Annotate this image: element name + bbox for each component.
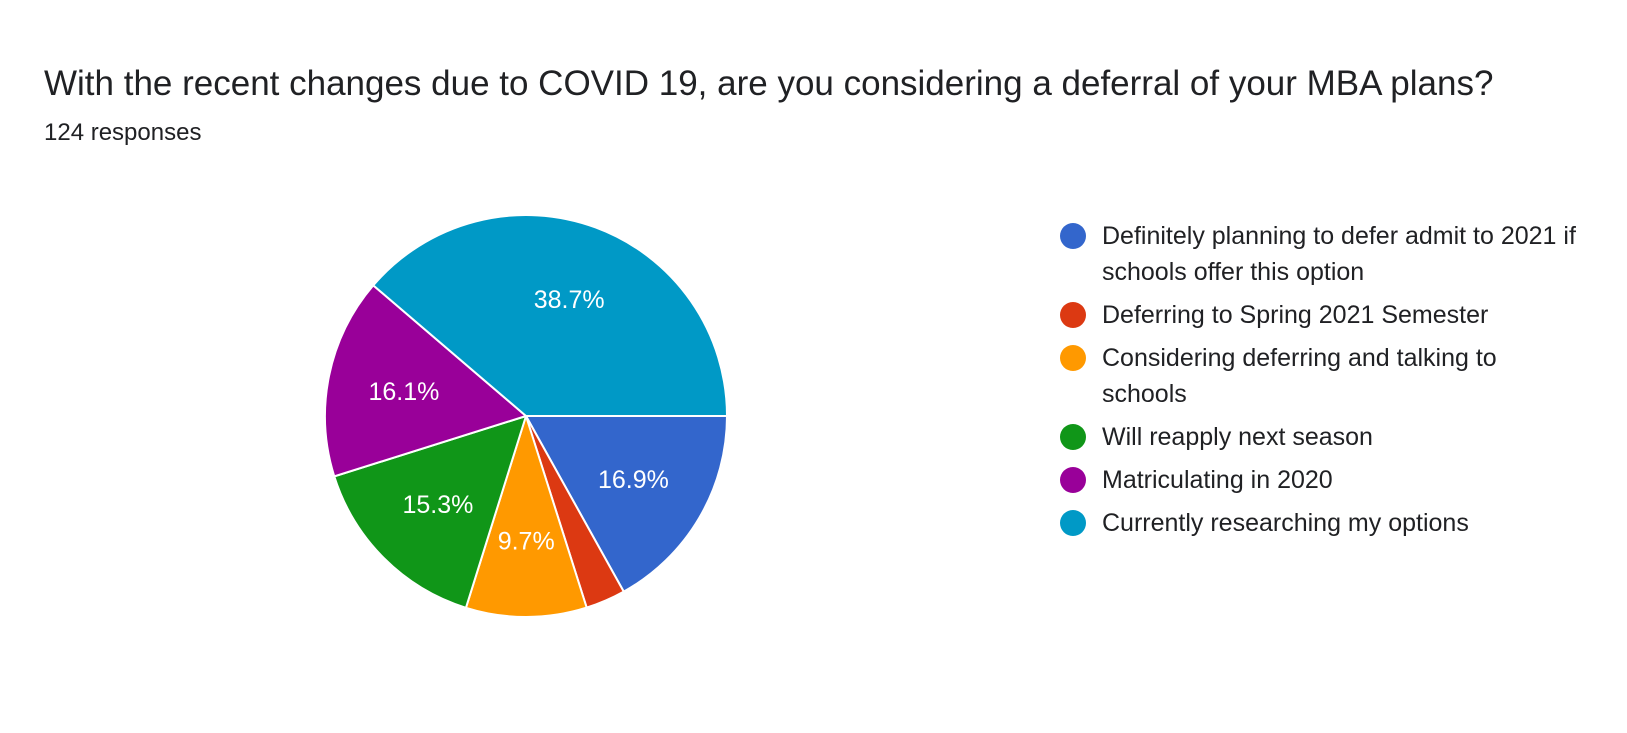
pie-labels: 16.9% 9.7% 15.3% 16.1% 38.7% xyxy=(368,286,668,556)
legend-swatch-icon xyxy=(1060,302,1086,328)
chart-title: With the recent changes due to COVID 19,… xyxy=(44,64,1494,103)
pie-slice-3[interactable] xyxy=(333,414,528,610)
legend-swatch-icon xyxy=(1060,223,1086,249)
legend: Definitely planning to defer admit to 20… xyxy=(1060,218,1580,548)
legend-item-1[interactable]: Deferring to Spring 2021 Semester xyxy=(1060,297,1580,333)
legend-swatch-icon xyxy=(1060,345,1086,371)
legend-label: Currently researching my options xyxy=(1102,509,1469,537)
pie-slice-2[interactable] xyxy=(464,412,588,618)
legend-label: Definitely planning to defer admit to 20… xyxy=(1102,222,1576,286)
legend-item-2[interactable]: Considering deferring and talking to sch… xyxy=(1060,340,1580,412)
pie-slice-0[interactable] xyxy=(524,415,729,593)
response-count: 124 responses xyxy=(44,119,202,146)
slice-label-3: 15.3% xyxy=(403,491,474,519)
legend-swatch-icon xyxy=(1060,424,1086,450)
legend-item-0[interactable]: Definitely planning to defer admit to 20… xyxy=(1060,218,1580,290)
legend-swatch-icon xyxy=(1060,510,1086,536)
slice-label-5: 38.7% xyxy=(534,286,605,314)
legend-label: Considering deferring and talking to sch… xyxy=(1102,344,1497,408)
legend-label: Matriculating in 2020 xyxy=(1102,466,1333,494)
pie-slice-5[interactable] xyxy=(371,214,729,417)
pie-slice-4[interactable] xyxy=(324,283,529,478)
slice-label-4: 16.1% xyxy=(368,378,439,406)
slice-label-0: 16.9% xyxy=(598,466,669,494)
legend-item-3[interactable]: Will reapply next season xyxy=(1060,419,1580,455)
legend-label: Will reapply next season xyxy=(1102,423,1373,451)
pie-slices xyxy=(324,214,729,618)
legend-label: Deferring to Spring 2021 Semester xyxy=(1102,301,1489,329)
legend-item-4[interactable]: Matriculating in 2020 xyxy=(1060,462,1580,498)
slice-label-2: 9.7% xyxy=(498,528,555,556)
legend-swatch-icon xyxy=(1060,467,1086,493)
legend-item-5[interactable]: Currently researching my options xyxy=(1060,505,1580,541)
